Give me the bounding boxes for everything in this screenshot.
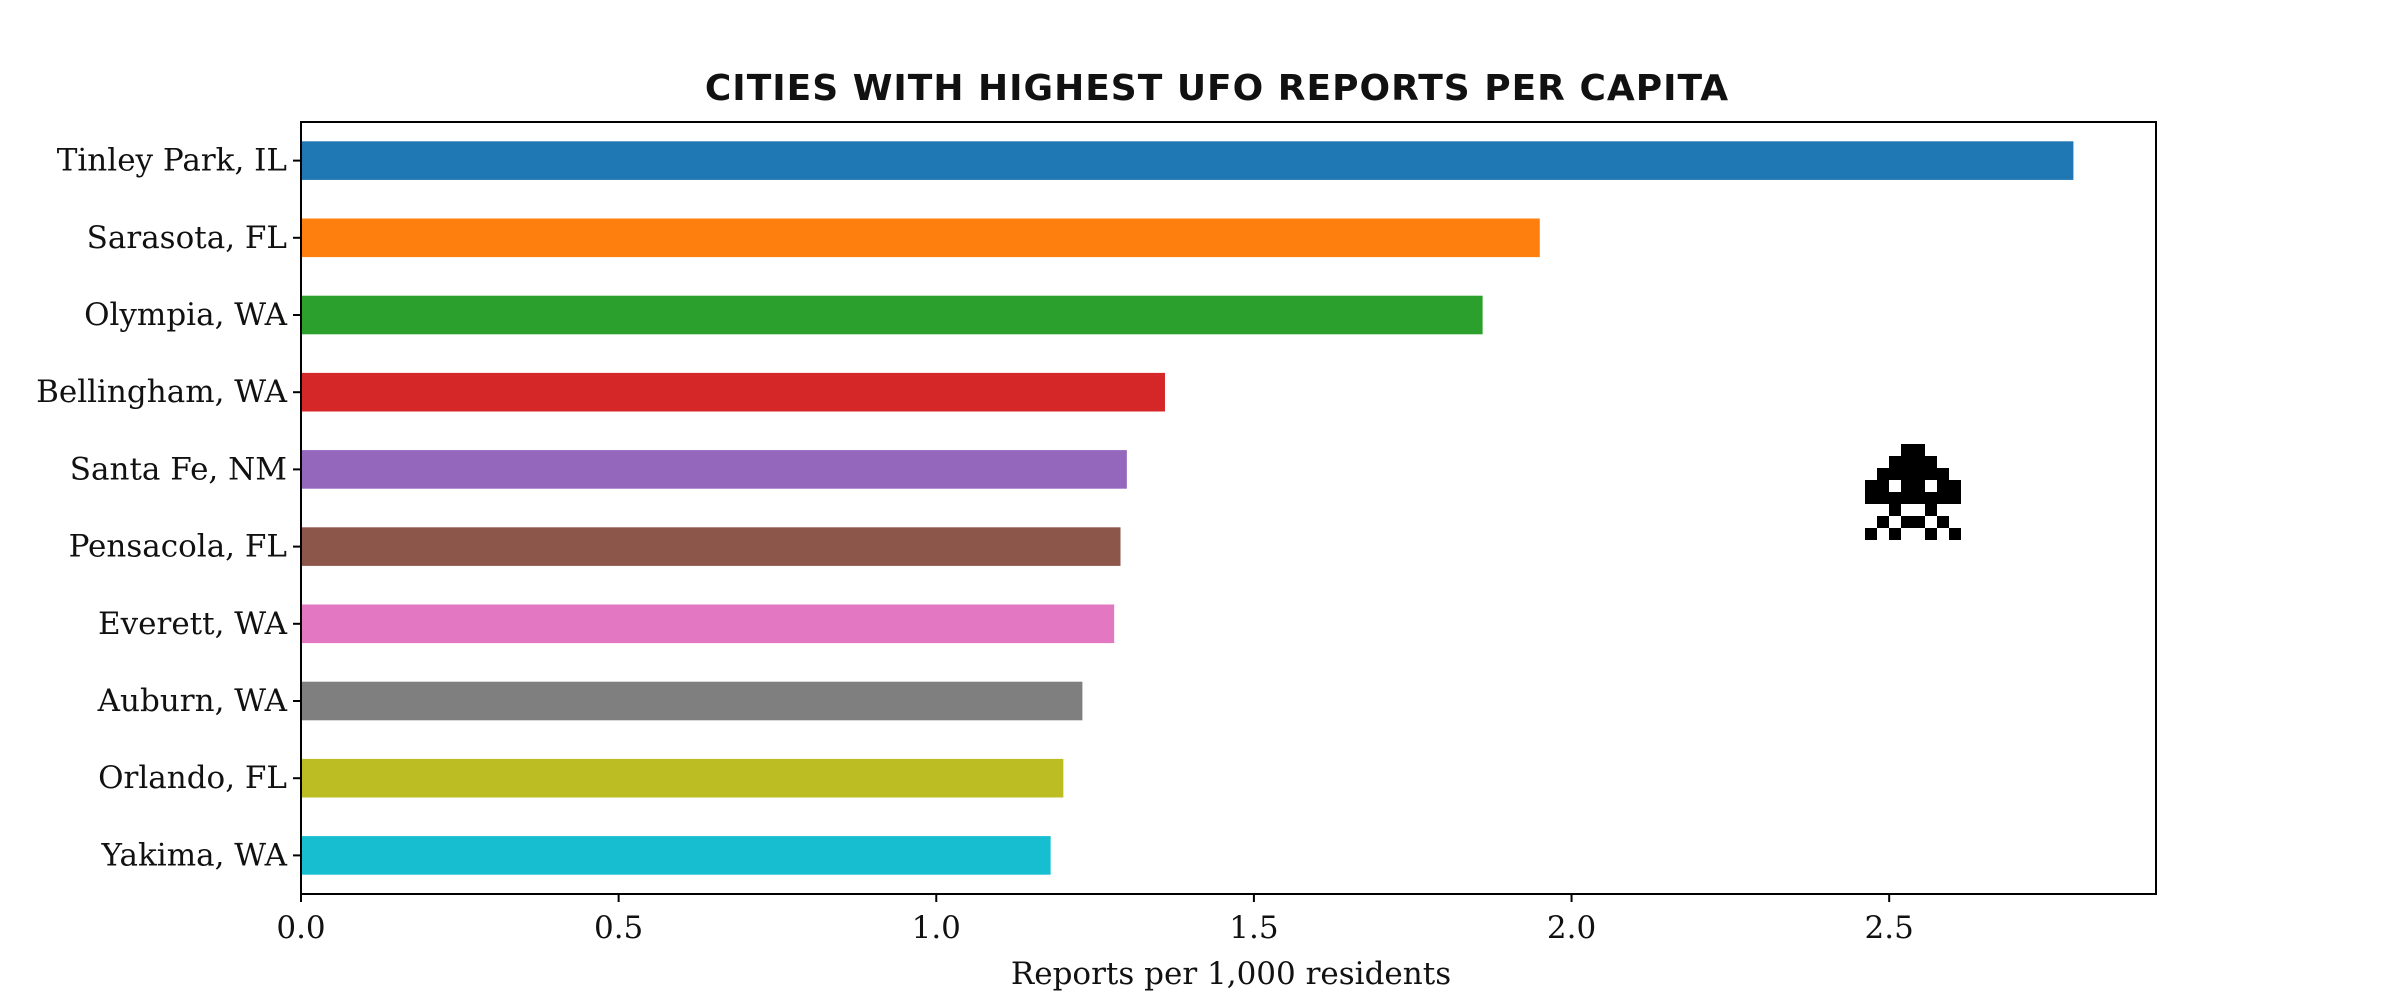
bar-2 <box>301 295 1483 335</box>
x-tick-label: 1.5 <box>1229 910 1278 946</box>
bars-group <box>301 141 2074 875</box>
space-invader-icon <box>1865 444 1961 540</box>
y-tick-label: Yakima, WA <box>100 837 287 873</box>
bar-1 <box>301 218 1540 258</box>
x-tick-label: 2.5 <box>1865 910 1914 946</box>
bar-8 <box>301 758 1064 798</box>
y-tick-label: Olympia, WA <box>84 297 288 333</box>
bar-5 <box>301 527 1121 566</box>
y-tick-label: Orlando, FL <box>98 760 287 796</box>
y-tick-label: Sarasota, FL <box>87 220 287 256</box>
y-tick-label: Everett, WA <box>98 606 288 642</box>
y-tick-label: Bellingham, WA <box>36 374 288 410</box>
bar-9 <box>301 836 1051 875</box>
y-tick-label: Santa Fe, NM <box>70 451 287 487</box>
bar-4 <box>301 450 1127 489</box>
bar-6 <box>301 604 1115 644</box>
y-tick-label: Auburn, WA <box>97 683 288 719</box>
x-tick-label: 0.5 <box>594 910 643 946</box>
x-tick-label: 1.0 <box>912 910 961 946</box>
bar-3 <box>301 372 1165 412</box>
y-tick-label: Pensacola, FL <box>69 529 287 565</box>
x-tick-label: 2.0 <box>1547 910 1596 946</box>
plot-frame <box>300 121 2157 895</box>
x-axis-ticks: 0.0 0.5 1.0 1.5 2.0 2.5 <box>276 894 1914 946</box>
x-axis-label: Reports per 1,000 residents <box>1011 956 1451 992</box>
y-tick-label: Tinley Park, IL <box>57 143 287 179</box>
x-tick-label: 0.0 <box>276 910 325 946</box>
chart-title: CITIES WITH HIGHEST UFO REPORTS PER CAPI… <box>705 68 1729 109</box>
bar-7 <box>301 681 1083 721</box>
bar-0 <box>301 141 2074 180</box>
y-axis-ticks: Tinley Park, IL Sarasota, FL Olympia, WA Be… <box>36 143 301 873</box>
